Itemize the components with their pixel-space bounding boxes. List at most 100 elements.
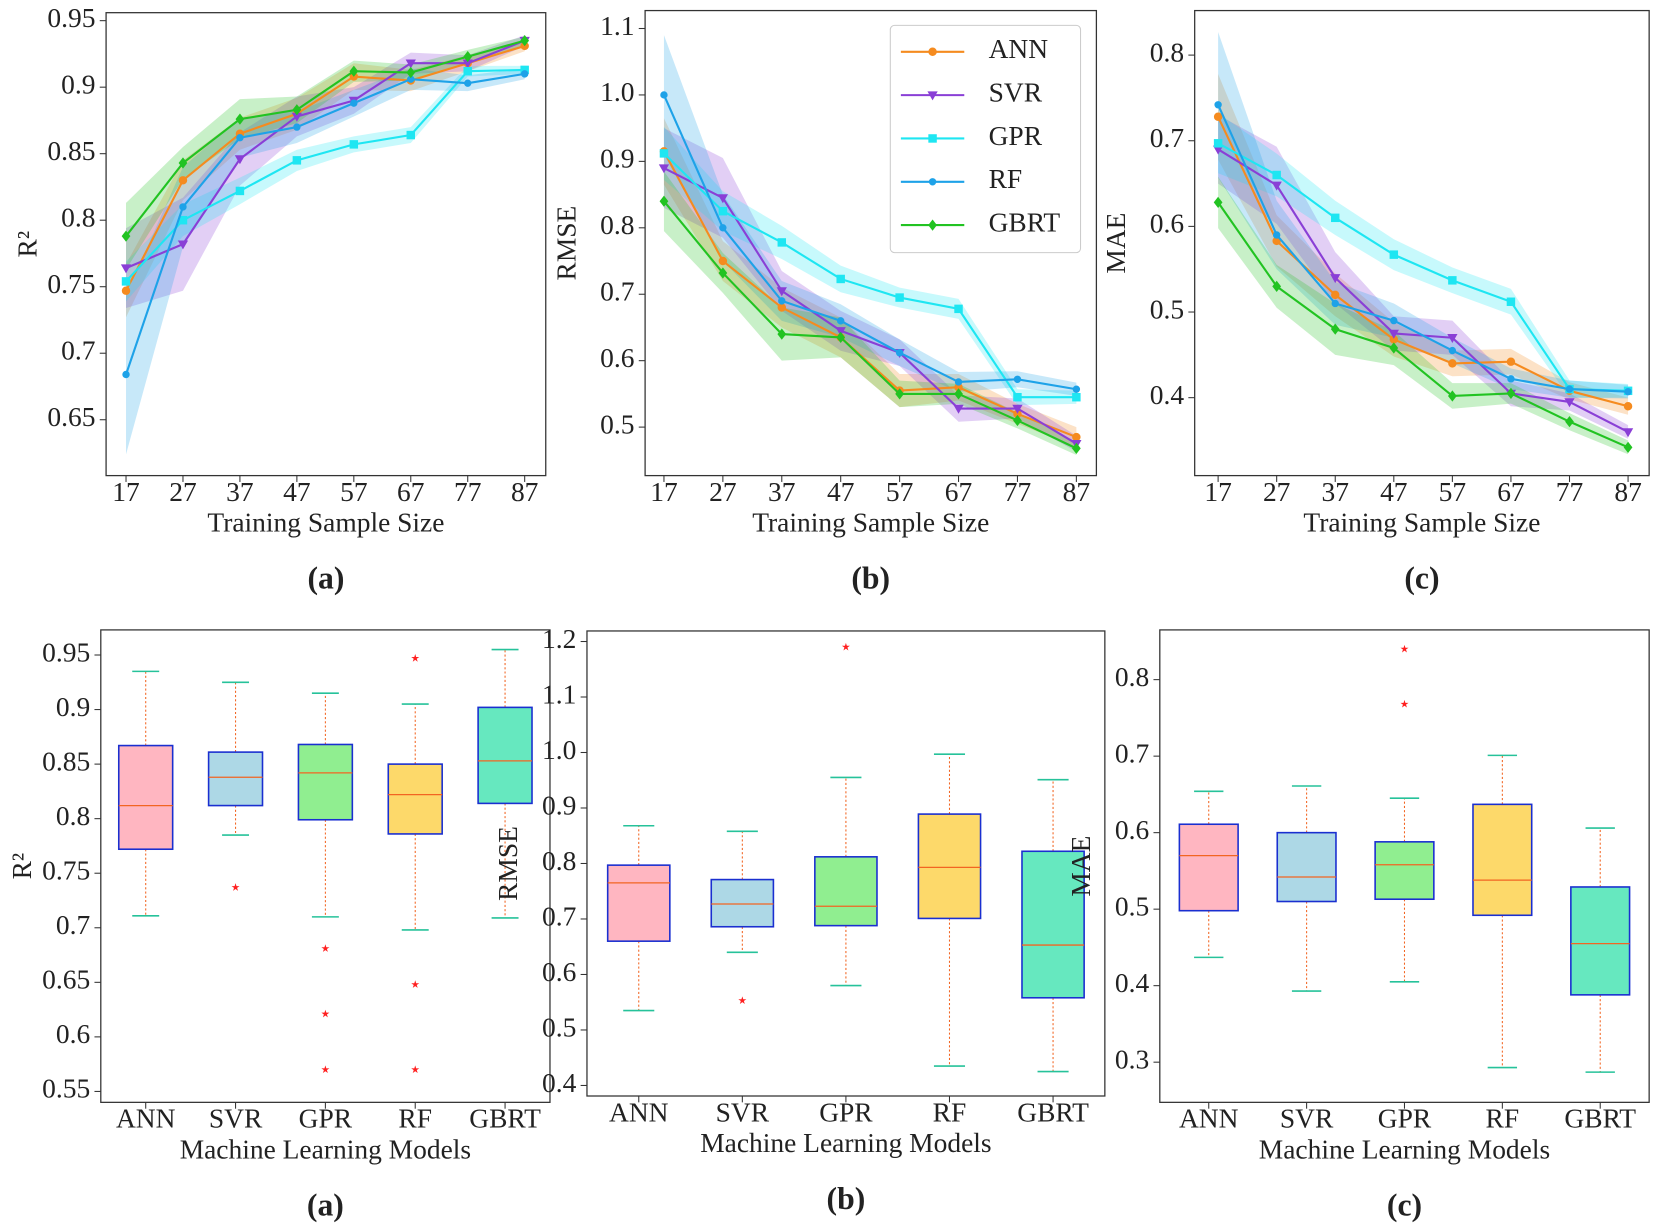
marker [1448, 276, 1457, 285]
series-line [1217, 142, 1629, 392]
y-tick-label: 0.9 [61, 69, 95, 99]
series-line [1217, 116, 1629, 408]
box [710, 878, 775, 928]
marker [179, 203, 187, 211]
marker [120, 264, 132, 274]
x-tick-label: 77 [454, 477, 481, 507]
marker [928, 134, 937, 143]
marker [778, 297, 786, 305]
error-band [1218, 73, 1629, 415]
marker [777, 328, 787, 340]
marker [178, 176, 188, 185]
y-tick-label: 0.5 [1115, 891, 1149, 921]
marker [520, 35, 530, 47]
x-tick-label: RF [398, 1104, 432, 1134]
y-tick-label: 0.4 [1115, 968, 1150, 998]
y-tick-label: 0.5 [542, 1012, 576, 1042]
series-line [125, 72, 525, 375]
y-axis-label: MAE [1101, 213, 1131, 274]
x-tick-label: GBRT [469, 1104, 541, 1134]
marker [927, 91, 938, 101]
marker [1389, 250, 1399, 259]
error-band [126, 65, 525, 302]
marker [1331, 290, 1340, 300]
box [117, 744, 174, 851]
marker [1565, 385, 1574, 393]
outlier [1400, 699, 1409, 708]
x-tick-label: 27 [169, 477, 196, 507]
marker [121, 277, 131, 286]
marker [1072, 432, 1081, 442]
y-tick-label: 0.8 [1115, 662, 1149, 692]
y-tick-label: 0.7 [56, 910, 90, 940]
marker [235, 113, 245, 125]
x-tick-label: GBRT [1564, 1104, 1636, 1134]
x-axis-label: Machine Learning Models [180, 1134, 471, 1164]
x-tick-label: 47 [827, 477, 854, 507]
marker [718, 267, 728, 279]
error-band [663, 126, 1077, 406]
marker [1448, 346, 1457, 355]
y-tick-label: 0.7 [600, 277, 634, 307]
box [606, 864, 671, 942]
x-tick-label: 47 [1380, 477, 1407, 507]
y-tick-label: 0.5 [1150, 294, 1184, 324]
y-tick-label: 0.5 [600, 409, 634, 439]
x-tick-label: SVR [209, 1104, 263, 1134]
y-tick-label: 0.6 [542, 957, 576, 987]
marker [1213, 139, 1223, 148]
x-tick-label: 17 [1204, 477, 1231, 507]
marker [464, 79, 472, 87]
y-tick-label: 0.7 [1115, 738, 1149, 768]
box [1570, 886, 1631, 996]
y-tick-label: 0.6 [600, 343, 634, 373]
marker [1213, 112, 1223, 121]
panel-label: (b) [827, 1181, 866, 1216]
error-band [1218, 31, 1629, 399]
marker [1213, 196, 1223, 209]
x-tick-label: 87 [511, 477, 538, 507]
x-tick-label: 37 [1322, 477, 1349, 507]
x-tick-label: 77 [1556, 477, 1583, 507]
box [1021, 850, 1085, 999]
marker [1447, 334, 1458, 344]
marker [1623, 402, 1633, 411]
x-tick-label: 77 [1004, 477, 1031, 507]
marker [121, 230, 131, 242]
panel-label: (a) [307, 1187, 344, 1222]
y-tick-label: 1.1 [600, 11, 634, 41]
x-tick-label: 67 [397, 477, 424, 507]
y-tick-label: 0.95 [42, 637, 90, 667]
marker [1388, 329, 1399, 339]
series-line [663, 167, 1077, 445]
marker [1506, 357, 1516, 366]
marker [406, 130, 416, 140]
marker [1072, 385, 1081, 393]
y-tick-label: 1.2 [542, 624, 576, 654]
marker [777, 303, 787, 312]
x-tick-label: 67 [1497, 477, 1524, 507]
y-axis-label: R² [7, 853, 37, 880]
marker [954, 378, 963, 386]
marker [776, 287, 787, 297]
error-band [1218, 176, 1629, 455]
marker [235, 186, 245, 196]
marker [1623, 441, 1633, 453]
marker [1506, 297, 1516, 306]
x-tick-label: ANN [1179, 1104, 1239, 1134]
error-band [126, 35, 525, 308]
x-tick-label: 37 [226, 477, 253, 507]
y-tick-label: 0.8 [56, 801, 90, 831]
marker [405, 59, 416, 69]
marker [1272, 231, 1281, 239]
marker [1622, 428, 1634, 438]
y-tick-label: 0.3 [1115, 1044, 1149, 1074]
marker [293, 123, 301, 131]
box [1472, 803, 1533, 917]
outlier [841, 642, 850, 651]
marker [177, 240, 189, 250]
series-line [663, 152, 1077, 399]
y-axis-label: R² [12, 231, 42, 258]
marker [718, 206, 728, 216]
